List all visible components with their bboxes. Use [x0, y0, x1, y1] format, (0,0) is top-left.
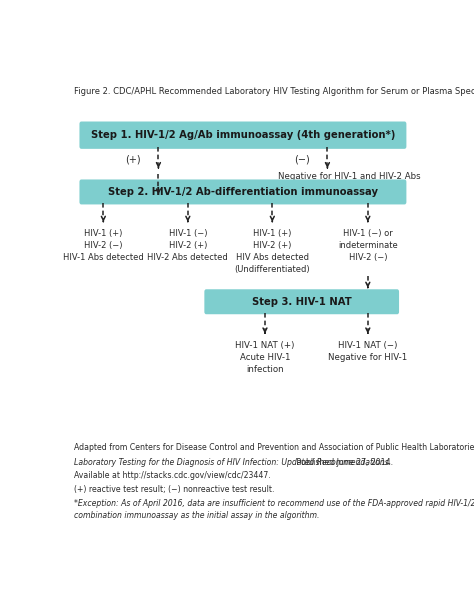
Text: Adapted from Centers for Disease Control and Prevention and Association of Publi: Adapted from Centers for Disease Control… — [74, 443, 474, 452]
Text: HIV-1 NAT (−)
Negative for HIV-1: HIV-1 NAT (−) Negative for HIV-1 — [328, 341, 408, 362]
Text: Step 2. HIV-1/2 Ab-differentiation immunoassay: Step 2. HIV-1/2 Ab-differentiation immun… — [108, 187, 378, 197]
Text: Negative for HIV-1 and HIV-2 Abs
and HIV-1 p24 Ag: Negative for HIV-1 and HIV-2 Abs and HIV… — [278, 173, 421, 194]
FancyBboxPatch shape — [80, 122, 406, 149]
FancyBboxPatch shape — [204, 289, 399, 314]
Text: (+) reactive test result; (−) nonreactive test result.: (+) reactive test result; (−) nonreactiv… — [74, 485, 274, 494]
Text: HIV-1 (+)
HIV-2 (+)
HIV Abs detected
(Undifferentiated): HIV-1 (+) HIV-2 (+) HIV Abs detected (Un… — [235, 230, 310, 274]
FancyBboxPatch shape — [80, 179, 406, 204]
Text: Published June 27, 2014.: Published June 27, 2014. — [74, 458, 393, 466]
Text: HIV-1 (−) or
indeterminate
HIV-2 (−): HIV-1 (−) or indeterminate HIV-2 (−) — [338, 230, 398, 262]
Text: Available at http://stacks.cdc.gov/view/cdc/23447.: Available at http://stacks.cdc.gov/view/… — [74, 471, 271, 480]
Text: HIV-1 NAT (+)
Acute HIV-1
infection: HIV-1 NAT (+) Acute HIV-1 infection — [235, 341, 295, 374]
Text: Figure 2. CDC/APHL Recommended Laboratory HIV Testing Algorithm for Serum or Pla: Figure 2. CDC/APHL Recommended Laborator… — [74, 87, 474, 95]
Text: HIV-1 (−)
HIV-2 (+)
HIV-2 Abs detected: HIV-1 (−) HIV-2 (+) HIV-2 Abs detected — [147, 230, 228, 262]
Text: *Exception: As of April 2016, data are insufficient to recommend use of the FDA-: *Exception: As of April 2016, data are i… — [74, 499, 474, 520]
Text: (−): (−) — [294, 155, 310, 165]
Text: Step 1. HIV-1/2 Ag/Ab immunoassay (4th generation*): Step 1. HIV-1/2 Ag/Ab immunoassay (4th g… — [91, 130, 395, 140]
Text: (+): (+) — [125, 155, 140, 165]
Text: Laboratory Testing for the Diagnosis of HIV Infection: Updated Recommendations.: Laboratory Testing for the Diagnosis of … — [74, 458, 391, 466]
Text: Step 3. HIV-1 NAT: Step 3. HIV-1 NAT — [252, 297, 352, 307]
Text: HIV-1 (+)
HIV-2 (−)
HIV-1 Abs detected: HIV-1 (+) HIV-2 (−) HIV-1 Abs detected — [63, 230, 144, 262]
